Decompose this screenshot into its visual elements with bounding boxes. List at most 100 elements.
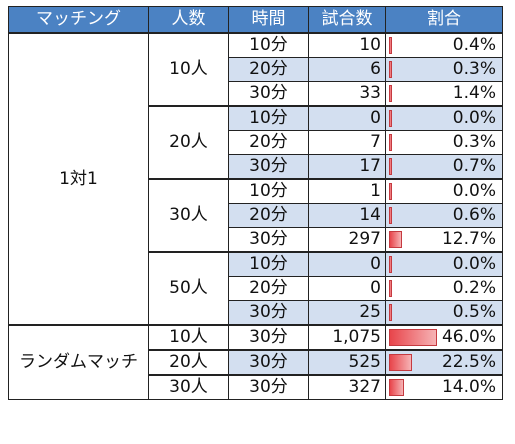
cell-matching-type: ランダムマッチ [8,324,149,400]
cell-games: 297 [308,227,386,253]
cell-games: 327 [308,374,386,400]
header-time: 時間 [228,6,309,34]
ratio-bar [389,280,392,297]
table-row: ランダムマッチ 10人 30分 1,075 46.0% [8,324,503,400]
cell-ratio: 0.5% [385,300,503,326]
cell-games: 1 [308,178,386,204]
header-games: 試合数 [308,6,386,34]
ratio-bar [389,256,392,273]
cell-time: 30分 [228,324,309,351]
ratio-bar [389,85,392,102]
cell-ratio: 0.3% [385,130,503,155]
cell-time: 10分 [228,32,309,58]
cell-ratio: 0.3% [385,57,503,82]
ratio-bar [389,329,437,346]
table-row: 30分 297 12.7% [9,227,503,253]
ratio-bar [389,183,392,200]
cell-people: 50人 [148,251,229,326]
ratio-value: 46.0% [441,327,496,347]
ratio-value: 0.0% [452,181,496,201]
cell-games: 0 [308,276,386,301]
cell-ratio: 0.2% [385,276,503,301]
table-row: 20分 6 0.3% [9,57,503,82]
cell-people: 10人 [148,324,229,351]
ratio-bar [389,37,392,54]
cell-ratio: 0.4% [385,32,503,58]
table-row: 20人 30分 525 22.5% [9,349,503,376]
cell-time: 10分 [228,251,309,277]
cell-ratio: 0.7% [385,154,503,180]
ratio-value: 0.5% [452,302,496,322]
cell-games: 0 [308,251,386,277]
ratio-bar [389,61,392,78]
cell-games: 525 [308,349,386,376]
ratio-bar [389,304,392,321]
table-row: 1対1 10人 10分 10 0.4% [8,32,503,326]
cell-ratio: 0.6% [385,203,503,228]
cell-ratio: 46.0% [385,324,503,351]
ratio-bar [389,231,402,248]
table-row: 20分 0 0.2% [9,276,503,301]
table-row: 50人 10分 0 0.0% [9,251,503,326]
ratio-value: 12.7% [441,229,496,249]
cell-time: 10分 [228,105,309,131]
cell-people: 10人 [148,32,229,107]
table-row: 30人 30分 327 14.0% [9,374,503,400]
cell-time: 30分 [228,349,309,376]
cell-games: 7 [308,130,386,155]
cell-time: 20分 [228,203,309,228]
match-stats-table-wrapper: マッチング 人数 時間 試合数 割合 1対1 10人 10分 10 0.4% 20分 6 0.… [8,6,503,400]
cell-time: 20分 [228,57,309,82]
ratio-bar [389,379,404,396]
cell-ratio: 0.0% [385,105,503,131]
ratio-bar [389,134,392,151]
cell-ratio: 14.0% [385,374,503,400]
ratio-value: 0.3% [452,132,496,152]
table-body: 1対1 10人 10分 10 0.4% 20分 6 0.3% 30分 33 1.4% 20人 10分 0 0… [8,32,503,400]
cell-time: 20分 [228,130,309,155]
ratio-value: 0.7% [452,156,496,176]
cell-people: 20人 [148,349,229,376]
cell-games: 10 [308,32,386,58]
ratio-value: 1.4% [452,83,496,103]
cell-people: 30人 [148,178,229,253]
ratio-bar [389,354,412,371]
ratio-value: 0.3% [452,59,496,79]
cell-matching-type: 1対1 [8,32,149,326]
table-row: 30人 10分 1 0.0% [9,178,503,253]
cell-ratio: 1.4% [385,81,503,107]
cell-games: 33 [308,81,386,107]
header-row: マッチング 人数 時間 試合数 割合 [8,6,503,34]
cell-games: 25 [308,300,386,326]
cell-time: 30分 [228,374,309,400]
header-ratio: 割合 [385,6,503,34]
table-row: 20分 14 0.6% [9,203,503,228]
cell-people: 20人 [148,105,229,180]
cell-people: 30人 [148,374,229,400]
cell-games: 1,075 [308,324,386,351]
cell-games: 0 [308,105,386,131]
cell-time: 30分 [228,227,309,253]
ratio-value: 0.2% [452,278,496,298]
table-row: 20分 7 0.3% [9,130,503,155]
ratio-value: 22.5% [441,352,496,372]
ratio-value: 0.4% [452,35,496,55]
table-row: 30分 25 0.5% [9,300,503,326]
ratio-bar [389,158,392,175]
cell-time: 20分 [228,276,309,301]
ratio-bar [389,207,392,224]
header-matching: マッチング [8,6,149,34]
cell-games: 17 [308,154,386,180]
cell-ratio: 0.0% [385,251,503,277]
ratio-value: 14.0% [441,377,496,397]
ratio-value: 0.0% [452,108,496,128]
cell-games: 14 [308,203,386,228]
header-people: 人数 [148,6,229,34]
cell-ratio: 22.5% [385,349,503,376]
cell-games: 6 [308,57,386,82]
cell-ratio: 0.0% [385,178,503,204]
cell-time: 30分 [228,81,309,107]
ratio-bar [389,110,392,127]
ratio-value: 0.6% [452,205,496,225]
cell-time: 10分 [228,178,309,204]
